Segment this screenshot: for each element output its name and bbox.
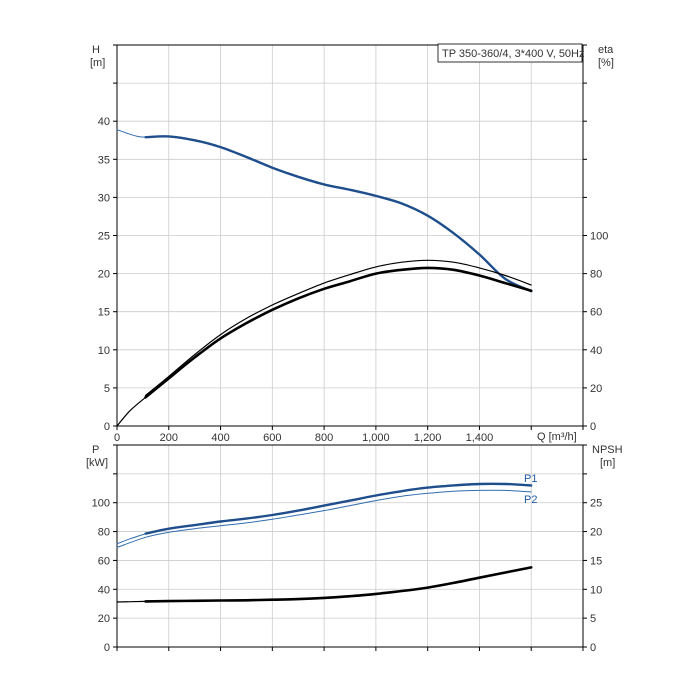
left-tick-label: 80 xyxy=(98,527,110,539)
x-tick-label: 1,200 xyxy=(414,432,442,444)
left-tick-label: 10 xyxy=(98,345,110,357)
bottom-right-axis-symbol: NPSH xyxy=(592,444,623,456)
left-tick-label: 25 xyxy=(98,231,110,243)
left-tick-label: 0 xyxy=(104,421,110,433)
right-tick-label: 25 xyxy=(590,498,602,510)
chart-title: TP 350-360/4, 3*400 V, 50Hz xyxy=(442,48,585,60)
left-tick-label: 30 xyxy=(98,192,110,204)
x-tick-label: 200 xyxy=(160,432,178,444)
left-tick-label: 20 xyxy=(98,613,110,625)
right-tick-label: 20 xyxy=(590,383,602,395)
legend-p2: P2 xyxy=(524,494,537,506)
right-tick-label: 40 xyxy=(590,345,602,357)
bottom-left-axis-symbol: P xyxy=(92,444,99,456)
series-line-p1-ext xyxy=(116,533,146,545)
x-tick-label: 1,000 xyxy=(362,432,390,444)
left-tick-label: 40 xyxy=(98,116,110,128)
series-line-eta-upper xyxy=(144,259,532,397)
right-tick-label: 20 xyxy=(590,527,602,539)
right-tick-label: 0 xyxy=(590,421,596,433)
x-tick-label: 0 xyxy=(114,432,120,444)
left-tick-label: 35 xyxy=(98,154,110,166)
right-tick-label: 0 xyxy=(590,642,596,654)
series-line-p2 xyxy=(116,489,532,548)
series-line-h-main xyxy=(144,135,533,293)
left-tick-label: 5 xyxy=(104,383,110,395)
top-right-axis-symbol: eta xyxy=(598,44,614,56)
bottom-left-axis-unit: [kW] xyxy=(86,457,108,469)
left-tick-label: 20 xyxy=(98,269,110,281)
right-tick-label: 10 xyxy=(590,584,602,596)
left-tick-label: 15 xyxy=(98,307,110,319)
left-tick-label: 0 xyxy=(104,642,110,654)
right-tick-label: 5 xyxy=(590,613,596,625)
series-line-p1 xyxy=(144,482,533,535)
power-npsh-panel: 0 20 40 60 80 100 0 5 10 15 20 25 xyxy=(92,444,602,654)
series-line-eta-main xyxy=(144,266,533,399)
right-tick-label: 60 xyxy=(590,307,602,319)
right-tick-label: 100 xyxy=(590,231,608,243)
series-line-npsh-main xyxy=(144,566,533,603)
x-tick-label: 1,400 xyxy=(466,432,494,444)
left-tick-label: 100 xyxy=(92,498,110,510)
top-left-axis-symbol: H xyxy=(92,44,100,56)
series-line-h-ext xyxy=(116,129,146,138)
right-tick-label: 80 xyxy=(590,269,602,281)
bottom-right-axis-unit: [m] xyxy=(600,457,615,469)
left-tick-label: 60 xyxy=(98,555,110,567)
top-left-axis-unit: [m] xyxy=(90,57,105,69)
series-line-eta-ext xyxy=(116,396,147,427)
legend-p1: P1 xyxy=(524,473,537,485)
x-tick-label: 600 xyxy=(263,432,281,444)
right-tick-label: 15 xyxy=(590,555,602,567)
head-efficiency-panel: 0 200 400 600 800 1,000 1,200 1,400051015202530… xyxy=(98,44,608,444)
x-tick-label: 400 xyxy=(211,432,229,444)
title-box xyxy=(437,43,583,63)
series-line-npsh-ext xyxy=(116,600,147,603)
x-tick-label: 800 xyxy=(315,432,333,444)
left-tick-label: 40 xyxy=(98,584,110,596)
x-axis-label: Q [m³/h] xyxy=(537,431,577,443)
top-right-axis-unit: [%] xyxy=(598,57,614,69)
